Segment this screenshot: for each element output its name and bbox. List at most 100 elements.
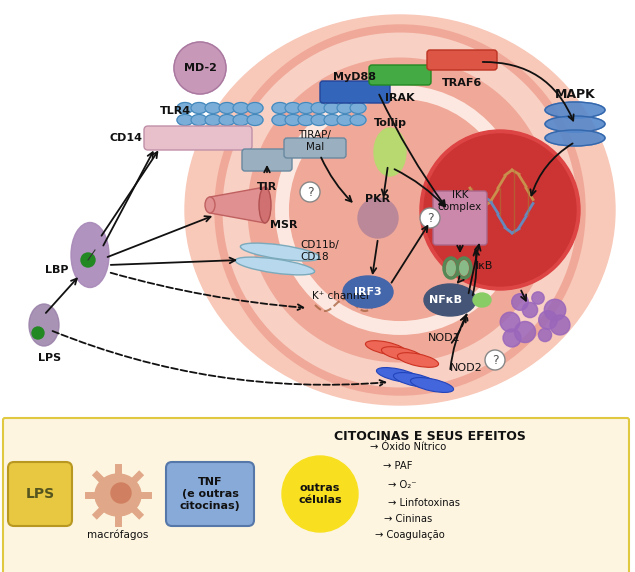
Ellipse shape — [424, 284, 476, 316]
Ellipse shape — [545, 130, 605, 146]
Ellipse shape — [219, 102, 235, 113]
Text: ?: ? — [307, 185, 313, 198]
Ellipse shape — [259, 187, 271, 223]
FancyBboxPatch shape — [433, 191, 487, 245]
Ellipse shape — [394, 372, 436, 387]
Text: IRAK: IRAK — [385, 93, 415, 103]
Circle shape — [420, 130, 580, 290]
Ellipse shape — [343, 276, 393, 308]
Text: macrófagos: macrófagos — [88, 530, 149, 541]
FancyArrowPatch shape — [361, 500, 380, 504]
Ellipse shape — [272, 114, 288, 125]
FancyArrowPatch shape — [349, 451, 363, 465]
FancyArrowPatch shape — [352, 519, 368, 532]
Ellipse shape — [377, 368, 420, 383]
Ellipse shape — [285, 102, 301, 113]
Ellipse shape — [382, 347, 422, 362]
Ellipse shape — [311, 114, 327, 125]
FancyArrowPatch shape — [382, 168, 387, 195]
Text: → O₂⁻: → O₂⁻ — [389, 480, 417, 490]
Circle shape — [537, 327, 553, 343]
FancyArrowPatch shape — [472, 250, 479, 295]
Ellipse shape — [473, 293, 491, 307]
Ellipse shape — [205, 114, 221, 125]
Ellipse shape — [71, 223, 109, 288]
Ellipse shape — [337, 114, 353, 125]
Text: TIRAP/
Mal: TIRAP/ Mal — [298, 130, 331, 152]
FancyArrowPatch shape — [321, 157, 352, 202]
Text: PKR: PKR — [365, 194, 391, 204]
FancyBboxPatch shape — [8, 462, 72, 526]
Ellipse shape — [337, 102, 353, 113]
Ellipse shape — [191, 114, 207, 125]
Text: → Coagulação: → Coagulação — [375, 530, 444, 539]
FancyArrowPatch shape — [450, 316, 466, 370]
Text: TNF
(e outras
citocinas): TNF (e outras citocinas) — [180, 478, 241, 511]
FancyArrowPatch shape — [358, 509, 377, 517]
Circle shape — [282, 456, 358, 532]
Text: CITOCINAS E SEUS EFEITOS: CITOCINAS E SEUS EFEITOS — [334, 430, 526, 443]
FancyArrowPatch shape — [264, 167, 270, 172]
FancyArrowPatch shape — [148, 492, 165, 496]
FancyArrowPatch shape — [104, 152, 153, 245]
Ellipse shape — [365, 341, 406, 355]
FancyArrowPatch shape — [457, 245, 463, 251]
FancyBboxPatch shape — [369, 65, 431, 85]
FancyArrowPatch shape — [469, 245, 481, 293]
Circle shape — [32, 327, 44, 339]
FancyArrowPatch shape — [361, 484, 380, 488]
Ellipse shape — [272, 102, 288, 113]
Text: → Óxido Nítrico: → Óxido Nítrico — [370, 442, 446, 452]
FancyArrowPatch shape — [451, 315, 467, 343]
Text: MSR: MSR — [270, 220, 298, 230]
Text: TIR: TIR — [257, 182, 277, 192]
Ellipse shape — [298, 114, 314, 125]
Text: NOD2: NOD2 — [450, 363, 483, 373]
Circle shape — [519, 326, 531, 338]
Ellipse shape — [205, 102, 221, 113]
Ellipse shape — [398, 353, 439, 367]
FancyArrowPatch shape — [110, 273, 304, 310]
FancyArrowPatch shape — [357, 468, 375, 477]
FancyArrowPatch shape — [102, 152, 157, 236]
Text: → Linfotoxinas: → Linfotoxinas — [389, 498, 460, 508]
Circle shape — [174, 42, 226, 94]
Ellipse shape — [350, 114, 366, 125]
Ellipse shape — [29, 304, 59, 346]
Text: K⁺ channel: K⁺ channel — [312, 291, 368, 301]
Ellipse shape — [374, 128, 406, 176]
FancyBboxPatch shape — [3, 418, 629, 572]
Text: CD11b/
CD18: CD11b/ CD18 — [300, 240, 338, 261]
FancyArrowPatch shape — [253, 492, 275, 496]
Text: TRAF6: TRAF6 — [442, 78, 482, 88]
Circle shape — [514, 296, 526, 308]
Ellipse shape — [185, 15, 615, 405]
Ellipse shape — [191, 102, 207, 113]
FancyArrowPatch shape — [394, 169, 444, 206]
Ellipse shape — [324, 114, 340, 125]
Text: → PAF: → PAF — [383, 461, 412, 471]
FancyArrowPatch shape — [107, 216, 211, 257]
Circle shape — [358, 198, 398, 238]
FancyArrowPatch shape — [53, 331, 385, 386]
Text: LPS: LPS — [38, 353, 61, 363]
Text: Tollip: Tollip — [373, 118, 406, 128]
Text: outras
células: outras células — [298, 483, 342, 505]
Text: IRF3: IRF3 — [354, 287, 382, 297]
FancyArrowPatch shape — [46, 279, 77, 313]
Ellipse shape — [298, 102, 314, 113]
Circle shape — [503, 329, 521, 347]
Ellipse shape — [350, 102, 366, 113]
Ellipse shape — [311, 102, 327, 113]
Ellipse shape — [95, 474, 141, 516]
Text: MAPK: MAPK — [554, 88, 596, 101]
Text: IKK
complex: IKK complex — [438, 190, 482, 212]
Text: NFκB: NFκB — [429, 295, 462, 305]
Text: IκB: IκB — [476, 261, 493, 271]
Text: ?: ? — [491, 353, 498, 367]
Ellipse shape — [247, 114, 263, 125]
FancyBboxPatch shape — [320, 81, 390, 103]
Text: MyD88: MyD88 — [333, 72, 377, 82]
Ellipse shape — [247, 102, 263, 113]
FancyArrowPatch shape — [379, 94, 445, 206]
